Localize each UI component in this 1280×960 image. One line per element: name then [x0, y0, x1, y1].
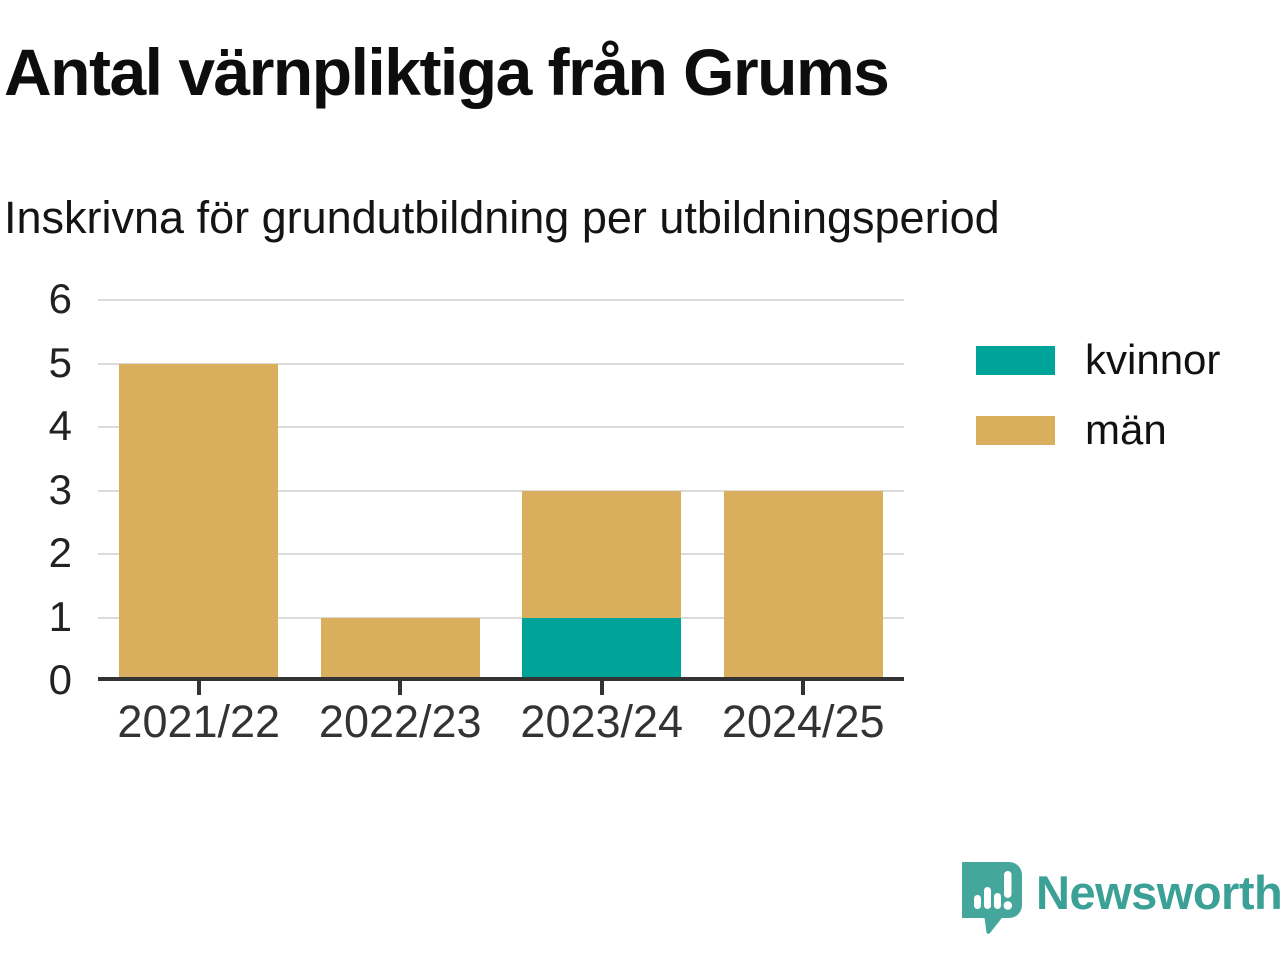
gridline-y-2 [98, 553, 904, 556]
legend-item-kvinnor: kvinnor [976, 339, 1220, 381]
bar-stack-2024-25 [723, 300, 883, 681]
bar-group-2022-23 [300, 300, 502, 681]
bar-group-2024-25 [703, 300, 905, 681]
x-tick-label-2023-24: 2023/24 [520, 696, 684, 747]
x-tick-2022-23 [398, 681, 403, 695]
x-tick-label-2022-23: 2022/23 [318, 696, 482, 747]
y-tick-label-5: 5 [48, 338, 72, 386]
y-tick-label-1: 1 [48, 592, 72, 640]
y-tick-label-2: 2 [48, 529, 72, 577]
legend-item-m-n: män [976, 409, 1220, 451]
x-tick-2021-22 [196, 681, 201, 695]
legend-swatch-kvinnor [976, 345, 1055, 375]
y-tick-label-0: 0 [48, 656, 72, 704]
legend: kvinnor män [976, 339, 1220, 451]
bar-m-n-2023-24 [522, 490, 682, 618]
y-tick-label-3: 3 [48, 465, 72, 513]
gridline-y-3 [98, 489, 904, 492]
x-tick-label-2021-22: 2021/22 [117, 696, 281, 747]
bar-m-n-2022-23 [320, 617, 480, 681]
bar-stack-2021-22 [119, 300, 279, 681]
bars-layer [98, 300, 904, 681]
newsworthy-logo-text: Newsworthy [1036, 866, 1280, 919]
bar-stack-2022-23 [320, 300, 480, 681]
bar-group-2023-24 [501, 300, 703, 681]
legend-label-m-n: män [1085, 406, 1167, 453]
y-tick-label-4: 4 [48, 402, 72, 450]
speech-bubble-bar-chart-icon [962, 862, 1022, 934]
gridline-y-1 [98, 616, 904, 619]
chart-title: Antal värnpliktiga från Grums [4, 35, 890, 109]
gridline-y-6 [98, 299, 904, 301]
gridline-y-5 [98, 362, 904, 365]
bar-stack-2023-24 [522, 300, 682, 681]
branding: Newsworthy [962, 860, 1280, 937]
chart-subtitle: Inskrivna för grundutbildning per utbild… [4, 192, 1000, 243]
x-tick-2023-24 [599, 681, 604, 695]
bar-m-n-2021-22 [119, 363, 279, 681]
bar-m-n-2024-25 [723, 490, 883, 681]
x-tick-label-2024-25: 2024/25 [721, 696, 885, 747]
gridline-y-4 [98, 426, 904, 429]
x-tick-2024-25 [801, 681, 806, 695]
bar-kvinnor-2023-24 [522, 617, 682, 681]
y-tick-label-6: 6 [48, 275, 72, 323]
bar-group-2021-22 [98, 300, 300, 681]
plot-area: 0 1 2 3 4 5 6 2021/22 2022/23 2023/24 2024/25 [49, 278, 904, 744]
legend-swatch-m-n [976, 415, 1055, 445]
x-axis-line [98, 677, 904, 681]
legend-label-kvinnor: kvinnor [1085, 336, 1221, 383]
